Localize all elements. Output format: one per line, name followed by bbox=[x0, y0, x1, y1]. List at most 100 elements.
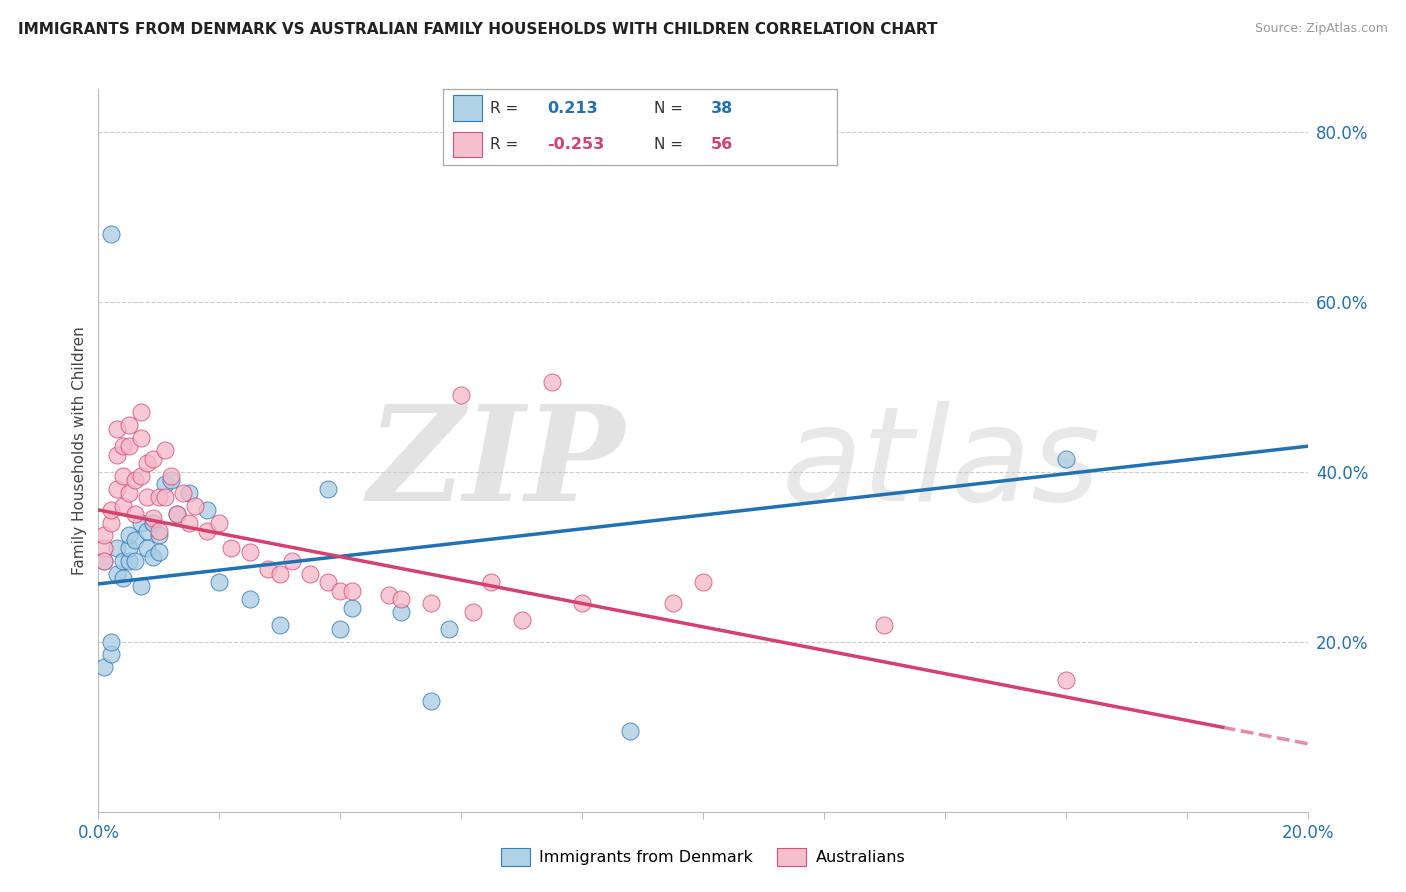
Text: 0.213: 0.213 bbox=[547, 101, 598, 116]
Point bbox=[281, 554, 304, 568]
Point bbox=[105, 422, 128, 436]
Point bbox=[160, 473, 183, 487]
Point bbox=[389, 592, 412, 607]
Point bbox=[111, 469, 134, 483]
Point bbox=[269, 566, 291, 581]
Point bbox=[118, 554, 141, 568]
Point bbox=[316, 482, 339, 496]
Point bbox=[93, 528, 115, 542]
Point bbox=[160, 469, 183, 483]
Point bbox=[111, 571, 134, 585]
Point bbox=[342, 583, 364, 598]
Point bbox=[269, 617, 291, 632]
Point bbox=[692, 575, 714, 590]
Point bbox=[124, 554, 146, 568]
Point bbox=[540, 376, 562, 390]
Point bbox=[195, 503, 218, 517]
Point bbox=[571, 597, 593, 611]
Text: IMMIGRANTS FROM DENMARK VS AUSTRALIAN FAMILY HOUSEHOLDS WITH CHILDREN CORRELATIO: IMMIGRANTS FROM DENMARK VS AUSTRALIAN FA… bbox=[18, 22, 938, 37]
Point bbox=[256, 562, 278, 576]
Point bbox=[100, 648, 122, 662]
Text: ZIP: ZIP bbox=[367, 401, 624, 530]
Point bbox=[105, 566, 128, 581]
Point bbox=[105, 448, 128, 462]
Text: 56: 56 bbox=[710, 137, 733, 152]
Point bbox=[118, 541, 141, 556]
Point bbox=[100, 634, 122, 648]
Text: N =: N = bbox=[654, 101, 682, 116]
Point bbox=[118, 439, 141, 453]
Bar bbox=[453, 95, 482, 121]
Point bbox=[221, 541, 243, 556]
Point bbox=[172, 486, 194, 500]
Point bbox=[124, 533, 146, 547]
Point bbox=[195, 524, 218, 539]
Text: 38: 38 bbox=[710, 101, 733, 116]
Point bbox=[105, 482, 128, 496]
Point bbox=[148, 490, 170, 504]
Point bbox=[124, 507, 146, 521]
Point bbox=[142, 516, 165, 530]
Point bbox=[329, 583, 352, 598]
Point bbox=[93, 554, 115, 568]
Point bbox=[93, 660, 115, 674]
Point bbox=[179, 516, 201, 530]
Point bbox=[93, 554, 115, 568]
Point bbox=[316, 575, 339, 590]
Point bbox=[481, 575, 503, 590]
Point bbox=[153, 443, 176, 458]
Text: R =: R = bbox=[491, 101, 519, 116]
Point bbox=[661, 597, 683, 611]
Point bbox=[148, 524, 170, 539]
Point bbox=[111, 439, 134, 453]
Point bbox=[129, 431, 152, 445]
Point bbox=[105, 541, 128, 556]
Point bbox=[463, 605, 485, 619]
Point bbox=[153, 477, 176, 491]
Point bbox=[129, 405, 152, 419]
Point bbox=[148, 528, 170, 542]
Point bbox=[111, 554, 134, 568]
Text: N =: N = bbox=[654, 137, 682, 152]
Point bbox=[100, 516, 122, 530]
Text: R =: R = bbox=[491, 137, 519, 152]
Point bbox=[619, 723, 641, 738]
Point bbox=[377, 588, 399, 602]
Point bbox=[510, 614, 533, 628]
Point bbox=[179, 486, 201, 500]
Point bbox=[118, 486, 141, 500]
Text: atlas: atlas bbox=[782, 401, 1101, 528]
Point bbox=[873, 617, 896, 632]
Point bbox=[142, 511, 165, 525]
Point bbox=[100, 503, 122, 517]
Text: Source: ZipAtlas.com: Source: ZipAtlas.com bbox=[1254, 22, 1388, 36]
Point bbox=[111, 499, 134, 513]
Point bbox=[118, 528, 141, 542]
Point bbox=[129, 516, 152, 530]
Point bbox=[208, 575, 231, 590]
Point bbox=[420, 694, 443, 708]
Point bbox=[299, 566, 322, 581]
Point bbox=[1054, 452, 1077, 467]
Point bbox=[329, 622, 352, 636]
Point bbox=[129, 579, 152, 593]
Point bbox=[148, 545, 170, 559]
Point bbox=[239, 545, 262, 559]
Point bbox=[135, 524, 157, 539]
Point bbox=[129, 469, 152, 483]
Point bbox=[1054, 673, 1077, 687]
Point bbox=[239, 592, 262, 607]
Point bbox=[135, 541, 157, 556]
Y-axis label: Family Households with Children: Family Households with Children bbox=[72, 326, 87, 574]
Point bbox=[93, 541, 115, 556]
Point bbox=[100, 227, 122, 241]
Point bbox=[450, 388, 472, 402]
Point bbox=[118, 417, 141, 432]
Text: -0.253: -0.253 bbox=[547, 137, 605, 152]
Point bbox=[184, 499, 207, 513]
Point bbox=[142, 452, 165, 467]
Point bbox=[208, 516, 231, 530]
Point bbox=[135, 456, 157, 470]
Point bbox=[124, 473, 146, 487]
Point bbox=[437, 622, 460, 636]
